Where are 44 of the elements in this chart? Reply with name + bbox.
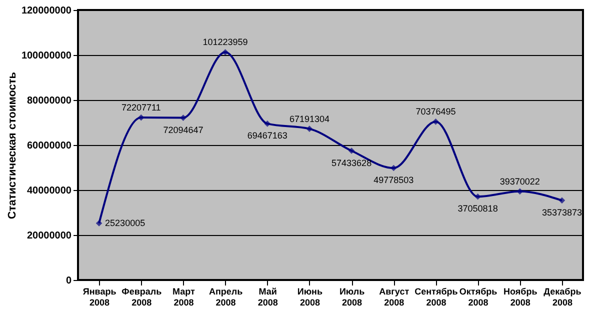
point	[432, 118, 439, 125]
data-label: 37050818	[458, 204, 498, 214]
data-label: 70376495	[416, 106, 456, 117]
point	[138, 114, 144, 121]
x-tick-label: Октябрь 2008	[459, 286, 498, 308]
y-tick-label: 120000000	[21, 6, 72, 16]
data-label: 25230005	[105, 218, 146, 228]
point	[348, 148, 355, 154]
x-tick-label: Март 2008	[172, 286, 196, 308]
y-tick-label: 20000000	[27, 230, 72, 242]
x-tick-label: Февраль 2008	[122, 286, 162, 308]
x-tick-label: Май 2008	[258, 286, 278, 308]
data-label: 39370022	[500, 176, 540, 186]
point	[222, 49, 228, 56]
y-tick-label: 40000000	[27, 186, 72, 196]
point	[306, 126, 313, 132]
data-label: 72094647	[163, 124, 204, 135]
point	[264, 120, 271, 127]
x-tick-label: Апрель 2008	[208, 286, 244, 308]
point	[474, 193, 481, 200]
x-tick-label: Ноябрь 2008	[504, 286, 538, 308]
data-label: 57433628	[332, 158, 372, 168]
x-tick-label: Июль 2008	[339, 286, 366, 308]
point	[96, 220, 102, 226]
point	[516, 188, 524, 195]
data-label: 101223959	[202, 37, 248, 48]
y-tick-label: 80000000	[27, 96, 72, 106]
point	[390, 164, 397, 172]
point	[180, 114, 186, 121]
y-tick-label: 60000000	[27, 140, 72, 152]
x-tick-label: Август 2008	[379, 286, 410, 308]
data-label: 49778503	[374, 175, 414, 185]
x-tick-label: Сентябрь 2008	[414, 286, 458, 308]
x-tick-label: Декабрь 2008	[544, 286, 582, 308]
point	[558, 197, 566, 204]
data-label: 35373873	[542, 207, 582, 218]
data-label: 67191304	[289, 114, 330, 124]
y-tick-label: 100000000	[21, 50, 72, 62]
x-tick-label: Июнь 2008	[297, 286, 323, 308]
y-axis-title: Статистическая стоимость	[6, 72, 18, 220]
data-label: 72207711	[121, 102, 161, 113]
data-label: 69467163	[247, 130, 288, 141]
y-tick-label: 0	[66, 276, 72, 286]
x-tick-label: Январь 2008	[82, 286, 117, 308]
